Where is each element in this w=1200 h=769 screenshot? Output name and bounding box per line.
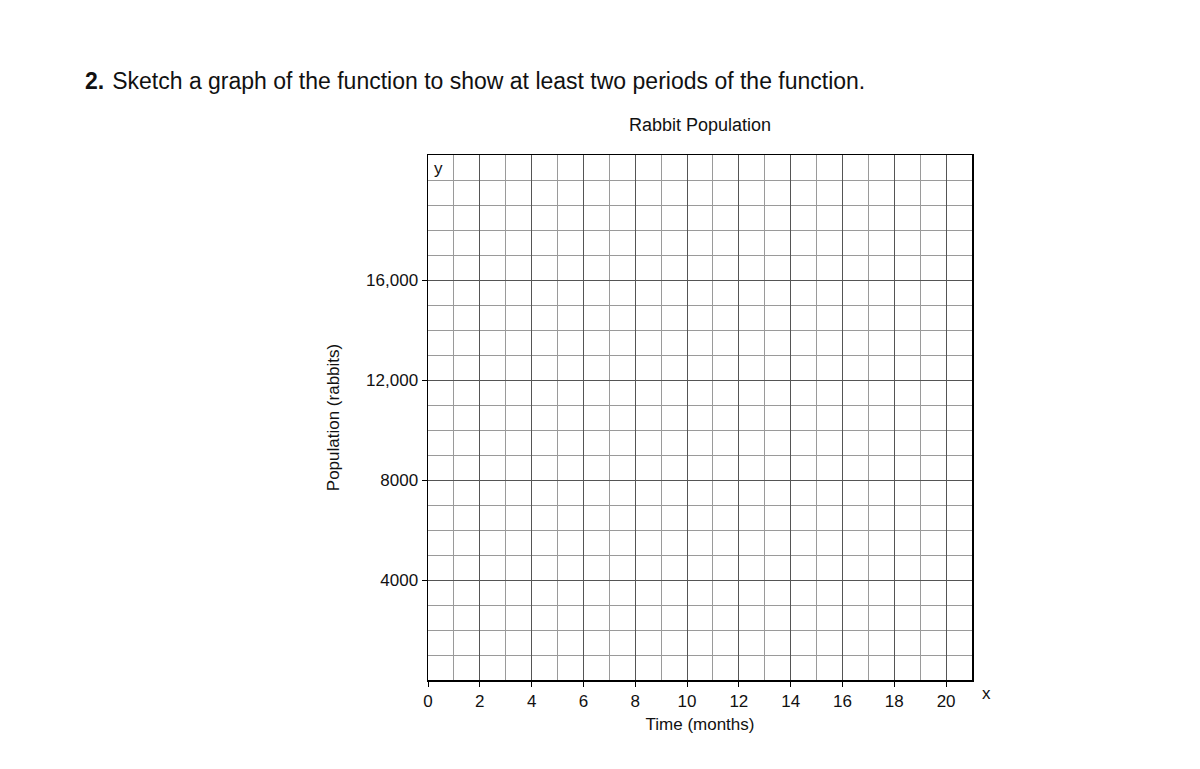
svg-text:6: 6 [579,692,588,711]
svg-text:12,000: 12,000 [366,371,418,390]
svg-text:y: y [434,159,443,178]
svg-text:8000: 8000 [380,471,418,490]
svg-text:8: 8 [631,692,640,711]
svg-text:16,000: 16,000 [366,271,418,290]
svg-text:10: 10 [678,692,697,711]
svg-text:x: x [982,684,991,703]
svg-text:4000: 4000 [380,571,418,590]
svg-text:18: 18 [885,692,904,711]
svg-text:14: 14 [781,692,800,711]
svg-text:16: 16 [833,692,852,711]
svg-text:12: 12 [729,692,748,711]
svg-text:Population (rabbits): Population (rabbits) [324,344,343,491]
svg-text:20: 20 [937,692,956,711]
svg-text:2: 2 [475,692,484,711]
html-text:2. Sketch a graph of the funct: 2. Sketch a graph of the function to sho… [85,68,866,94]
svg-text:0: 0 [423,692,432,711]
svg-text:Time (months): Time (months) [646,715,755,734]
svg-text:Rabbit Population: Rabbit Population [629,115,771,135]
svg-text:4: 4 [527,692,536,711]
